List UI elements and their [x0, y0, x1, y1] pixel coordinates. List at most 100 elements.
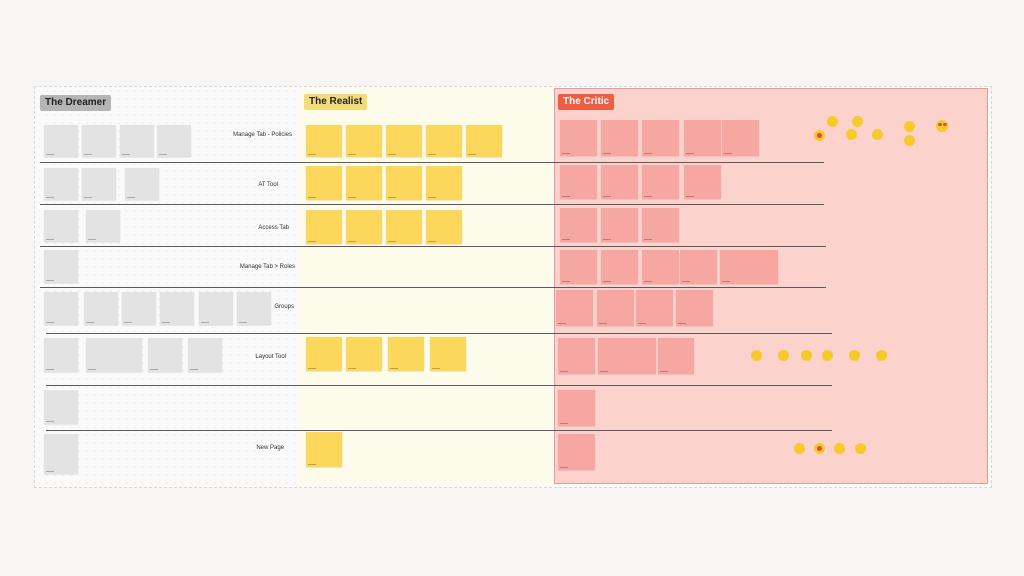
critic-sticky-note[interactable] [720, 250, 778, 284]
dreamer-sticky-note[interactable] [44, 390, 78, 424]
realist-sticky-note[interactable] [466, 125, 502, 157]
critic-sticky-note[interactable] [601, 120, 638, 156]
critic-sticky-note[interactable] [684, 165, 721, 199]
vote-dot[interactable] [827, 116, 838, 127]
realist-sticky-note[interactable] [386, 166, 422, 200]
critic-sticky-note[interactable] [722, 120, 759, 156]
dreamer-sticky-note[interactable] [82, 125, 116, 157]
dreamer-sticky-note[interactable] [82, 168, 116, 200]
critic-sticky-note[interactable] [558, 338, 595, 374]
critic-sticky-note[interactable] [560, 165, 597, 199]
row-label-at-tool: AT Tool [258, 182, 278, 188]
vote-dot[interactable] [852, 116, 863, 127]
realist-sticky-note[interactable] [386, 125, 422, 157]
dreamer-sticky-note[interactable] [199, 292, 233, 325]
dreamer-sticky-note[interactable] [157, 125, 191, 157]
dreamer-sticky-note[interactable] [44, 210, 78, 242]
critic-sticky-note[interactable] [642, 120, 679, 156]
critic-sticky-note[interactable] [684, 120, 721, 156]
vote-dot[interactable] [876, 350, 887, 361]
critic-sticky-note[interactable] [642, 250, 679, 284]
vote-dot[interactable] [834, 443, 845, 454]
dreamer-sticky-note[interactable] [84, 292, 118, 325]
dreamer-sticky-note[interactable] [44, 250, 78, 283]
vote-dot[interactable] [814, 443, 825, 454]
critic-zone-label[interactable]: The Critic [558, 94, 615, 110]
vote-dot[interactable] [822, 350, 833, 361]
critic-sticky-note[interactable] [658, 338, 694, 374]
critic-sticky-note[interactable] [680, 250, 717, 284]
dreamer-sticky-note[interactable] [122, 292, 156, 325]
note-author-tag [599, 322, 607, 324]
note-author-tag [644, 238, 652, 240]
dreamer-sticky-note[interactable] [44, 125, 78, 157]
realist-sticky-note[interactable] [306, 432, 342, 467]
dreamer-sticky-note[interactable] [86, 338, 142, 372]
vote-dot[interactable] [778, 350, 789, 361]
dreamer-sticky-note[interactable] [44, 292, 78, 325]
realist-sticky-note[interactable] [306, 125, 342, 157]
vote-dot[interactable] [751, 350, 762, 361]
critic-sticky-note[interactable] [601, 250, 638, 284]
critic-sticky-note[interactable] [676, 290, 713, 326]
critic-sticky-note[interactable] [560, 250, 597, 284]
dreamer-sticky-note[interactable] [44, 434, 78, 474]
vote-dot[interactable] [846, 129, 857, 140]
vote-dot[interactable] [849, 350, 860, 361]
realist-sticky-note[interactable] [388, 337, 424, 371]
realist-sticky-note[interactable] [426, 166, 462, 200]
vote-dot[interactable] [814, 130, 825, 141]
dreamer-sticky-note[interactable] [188, 338, 222, 372]
realist-zone-label[interactable]: The Realist [304, 94, 368, 110]
vote-dot[interactable] [872, 129, 883, 140]
critic-zone[interactable] [554, 88, 988, 484]
realist-sticky-note[interactable] [346, 125, 382, 157]
dreamer-sticky-note[interactable] [160, 292, 194, 325]
dreamer-sticky-note[interactable] [44, 168, 78, 200]
dreamer-zone-label[interactable]: The Dreamer [40, 95, 112, 111]
critic-sticky-note[interactable] [558, 434, 595, 470]
note-author-tag [127, 196, 135, 198]
note-author-tag [603, 280, 611, 282]
critic-sticky-note[interactable] [642, 208, 679, 242]
critic-sticky-note[interactable] [598, 338, 656, 374]
realist-sticky-note[interactable] [306, 210, 342, 244]
vote-dot[interactable] [904, 121, 915, 132]
note-author-tag [644, 152, 652, 154]
vote-dot[interactable] [794, 443, 805, 454]
dreamer-sticky-note[interactable] [120, 125, 154, 157]
note-author-tag [348, 367, 356, 369]
note-author-tag [724, 152, 732, 154]
dreamer-sticky-note[interactable] [237, 292, 271, 325]
realist-sticky-note[interactable] [346, 337, 382, 371]
realist-sticky-note[interactable] [430, 337, 466, 371]
critic-sticky-note[interactable] [601, 208, 638, 242]
critic-sticky-note[interactable] [560, 120, 597, 156]
dreamer-sticky-note[interactable] [86, 210, 120, 242]
dreamer-sticky-note[interactable] [125, 168, 159, 200]
row-divider [40, 162, 824, 163]
heart-eyes-face-icon[interactable] [936, 120, 948, 132]
dreamer-sticky-note[interactable] [148, 338, 182, 372]
critic-sticky-note[interactable] [558, 390, 595, 426]
critic-sticky-note[interactable] [597, 290, 634, 326]
critic-sticky-note[interactable] [560, 208, 597, 242]
realist-sticky-note[interactable] [426, 210, 462, 244]
realist-sticky-note[interactable] [346, 210, 382, 244]
critic-sticky-note[interactable] [601, 165, 638, 199]
realist-sticky-note[interactable] [306, 166, 342, 200]
dreamer-sticky-note[interactable] [44, 338, 78, 372]
note-author-tag [562, 195, 570, 197]
realist-sticky-note[interactable] [386, 210, 422, 244]
vote-dot[interactable] [904, 135, 915, 146]
realist-sticky-note[interactable] [306, 337, 342, 371]
realist-sticky-note[interactable] [346, 166, 382, 200]
row-divider [40, 287, 826, 288]
vote-dot[interactable] [855, 443, 866, 454]
note-author-tag [722, 280, 730, 282]
realist-sticky-note[interactable] [426, 125, 462, 157]
critic-sticky-note[interactable] [556, 290, 593, 326]
critic-sticky-note[interactable] [642, 165, 679, 199]
critic-sticky-note[interactable] [636, 290, 673, 326]
vote-dot[interactable] [801, 350, 812, 361]
